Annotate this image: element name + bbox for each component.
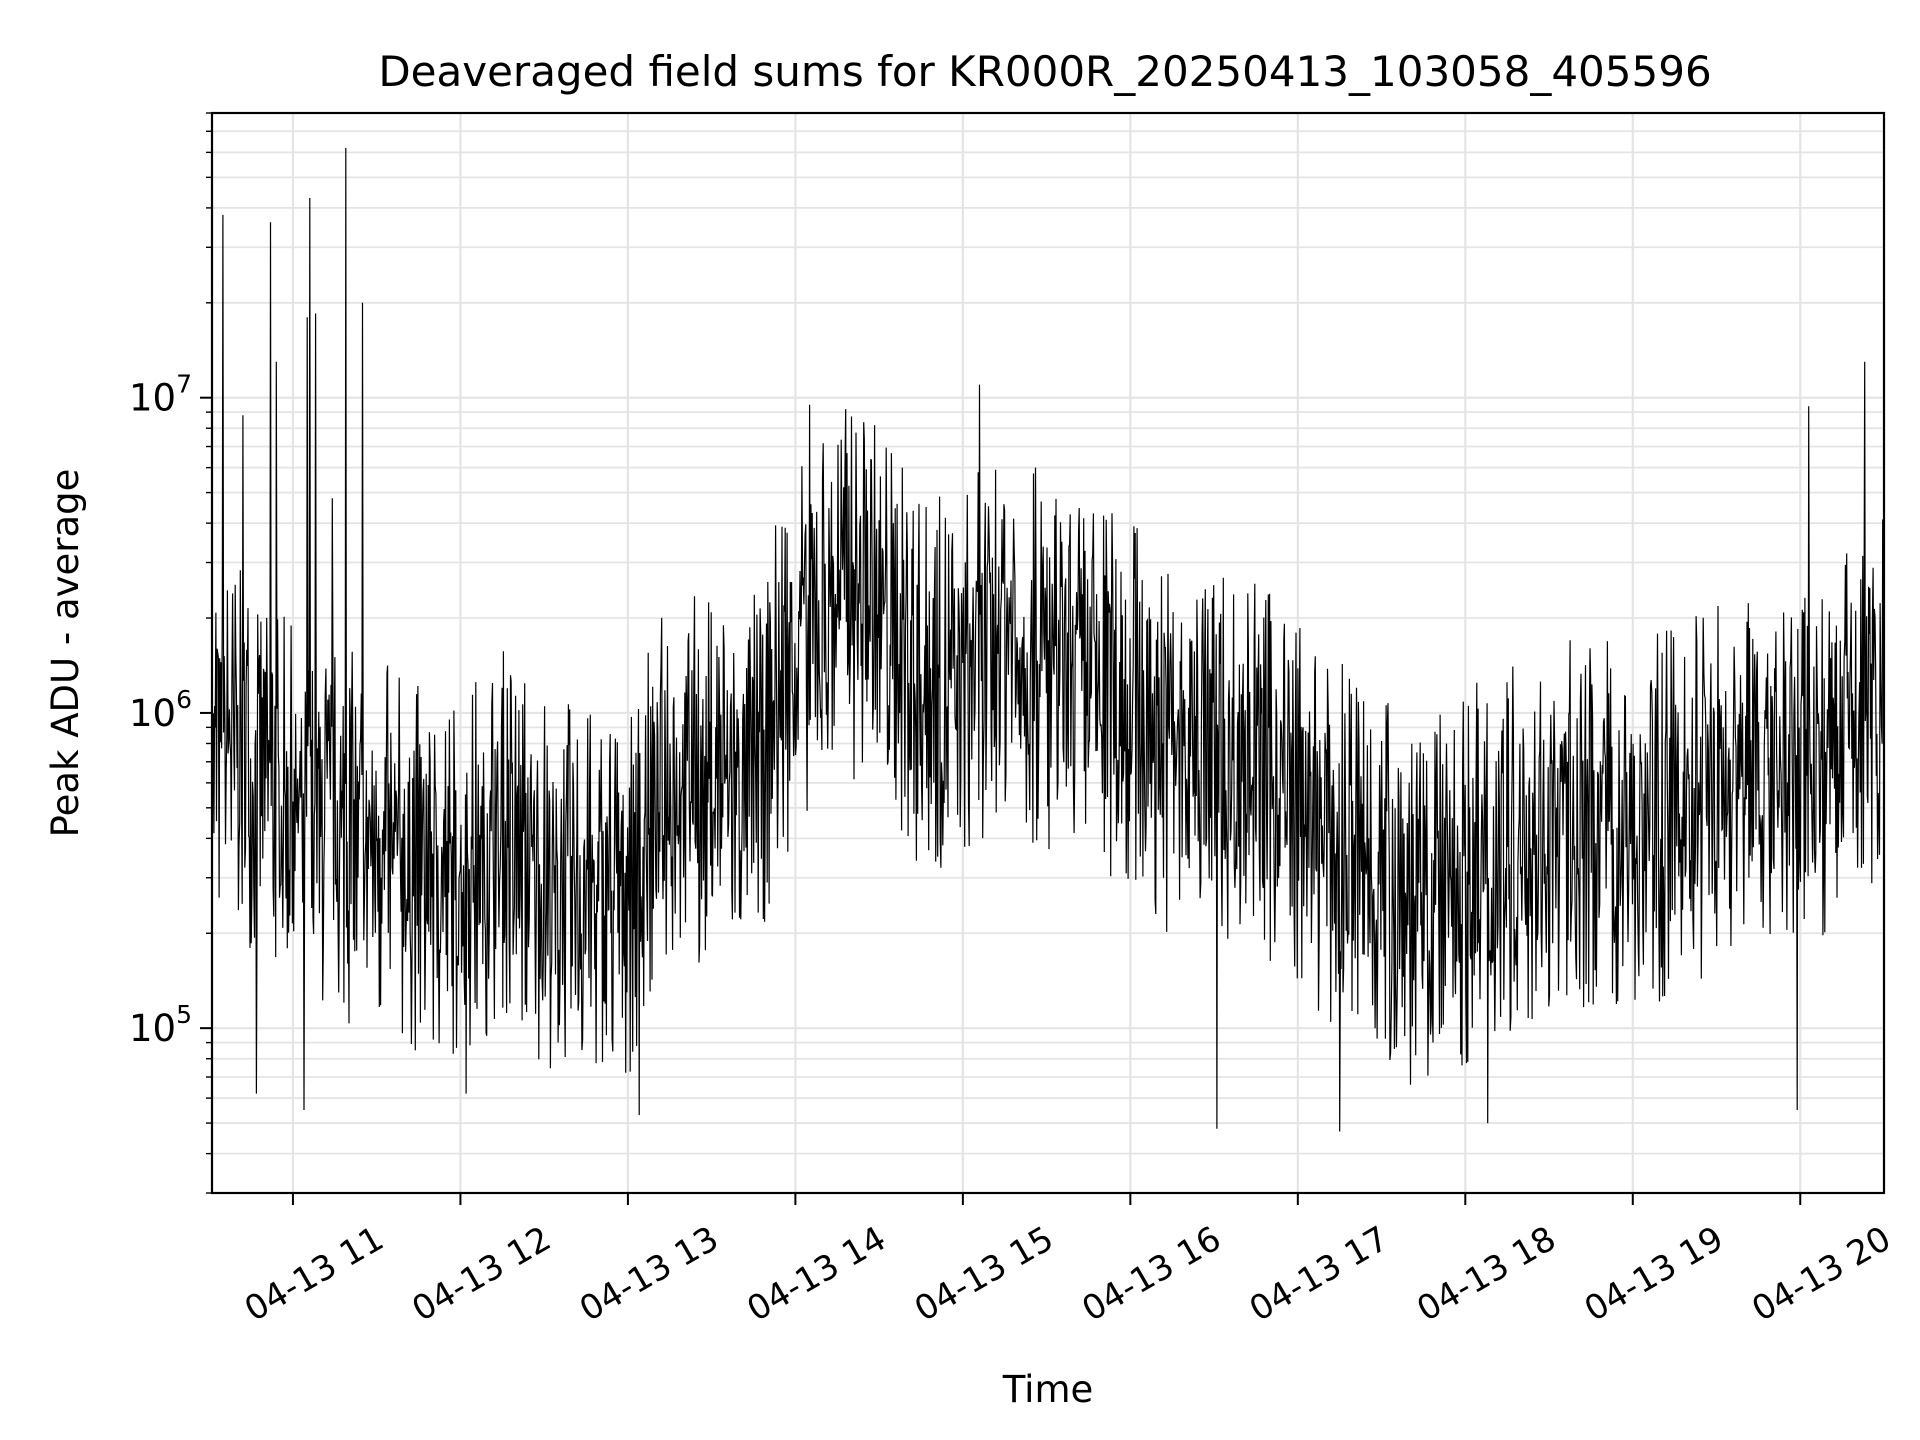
chart-title: Deaveraged field sums for KR000R_2025041… xyxy=(378,47,1711,96)
y-tick-exponent: 7 xyxy=(176,370,192,399)
y-tick-label: 105 xyxy=(129,1000,192,1050)
y-tick-label: 107 xyxy=(129,370,192,420)
x-axis-label: Time xyxy=(1002,1368,1094,1411)
y-tick-base: 10 xyxy=(129,1007,176,1050)
y-tick-exponent: 6 xyxy=(176,685,192,714)
y-tick-label: 106 xyxy=(129,685,192,735)
series-layer xyxy=(211,147,1885,1132)
plot-frame xyxy=(210,111,1886,1195)
y-tick-base: 10 xyxy=(129,692,176,735)
y-tick-base: 10 xyxy=(129,377,176,420)
series-line xyxy=(211,147,1885,1132)
y-axis-label: Peak ADU - average xyxy=(44,469,87,838)
y-tick-exponent: 5 xyxy=(176,1000,192,1029)
